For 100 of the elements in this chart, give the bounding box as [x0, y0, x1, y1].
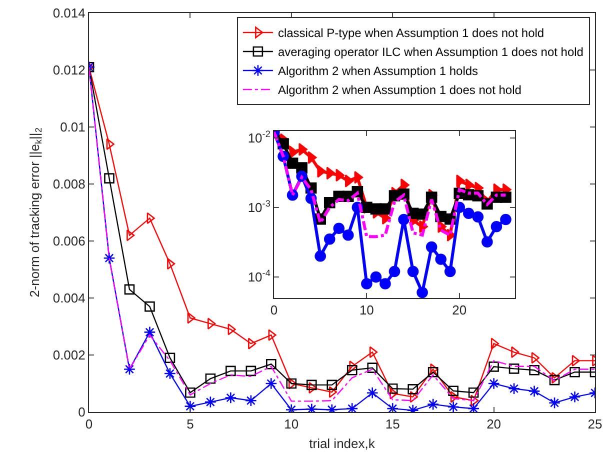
- point: [346, 364, 358, 376]
- x-tick-label: 20: [452, 302, 467, 318]
- point: [463, 208, 474, 220]
- point: [314, 250, 326, 262]
- point: [308, 151, 317, 164]
- point: [333, 222, 345, 234]
- y-tick-label: 0.008: [52, 176, 86, 192]
- point: [346, 402, 358, 412]
- x-tick-label: 20: [486, 416, 502, 432]
- point: [428, 366, 438, 378]
- point: [354, 170, 364, 184]
- point: [386, 402, 399, 412]
- point: [380, 278, 391, 290]
- point: [185, 387, 196, 398]
- point: [426, 241, 438, 253]
- point: [204, 396, 216, 408]
- point: [144, 301, 155, 312]
- point: [468, 402, 480, 412]
- point: [549, 374, 560, 386]
- y-tick-label: 0: [78, 404, 86, 420]
- point: [265, 377, 278, 390]
- point: [336, 168, 345, 182]
- point: [326, 166, 336, 180]
- point: [490, 338, 499, 350]
- point: [103, 252, 116, 264]
- point: [208, 318, 216, 330]
- x-tick-label: 5: [186, 416, 194, 432]
- point: [184, 400, 196, 412]
- point: [124, 284, 135, 295]
- point: [390, 388, 398, 400]
- y-tick-label: 0.004: [52, 290, 86, 306]
- point: [468, 387, 479, 398]
- point: [228, 324, 236, 336]
- point: [427, 398, 440, 410]
- point: [226, 366, 236, 376]
- point: [444, 266, 456, 278]
- point: [370, 271, 382, 283]
- legend-label: averaging operator ILC when Assumption 1 does not hold: [278, 45, 584, 60]
- point: [324, 233, 336, 245]
- x-tick-label: 25: [588, 416, 602, 432]
- point: [570, 366, 580, 378]
- y-tick-label: 0.014: [52, 6, 86, 21]
- point: [248, 338, 256, 350]
- point: [123, 363, 136, 376]
- point: [164, 352, 176, 363]
- point: [268, 329, 276, 341]
- point: [328, 386, 338, 398]
- point: [387, 383, 398, 394]
- point: [144, 326, 156, 338]
- point: [205, 374, 216, 384]
- point: [398, 214, 410, 226]
- point: [568, 390, 581, 403]
- point: [529, 364, 540, 376]
- y-tick-label: 10$^{-2}$: [248, 128, 270, 146]
- point: [500, 214, 512, 226]
- point: [472, 211, 484, 223]
- point: [246, 366, 256, 376]
- point: [456, 174, 466, 188]
- legend-label: Algorithm 2 when Assumption 1 holds: [278, 64, 478, 78]
- point: [306, 380, 317, 390]
- point: [289, 146, 298, 159]
- point: [531, 352, 540, 364]
- point: [447, 400, 460, 412]
- point: [367, 362, 378, 373]
- point: [408, 384, 418, 394]
- y-tick-label: 0.012: [52, 62, 86, 78]
- point: [448, 386, 458, 396]
- point: [224, 392, 237, 404]
- y-tick-label: 0.002: [52, 348, 86, 363]
- point: [164, 367, 176, 380]
- point: [266, 358, 276, 370]
- point: [106, 138, 114, 150]
- point: [410, 391, 418, 403]
- point: [407, 266, 419, 278]
- y-tick-label: 10$^{-3}$: [248, 198, 270, 215]
- point: [369, 346, 378, 358]
- point: [361, 278, 372, 290]
- point: [326, 380, 338, 390]
- point: [435, 254, 446, 265]
- legend-label: classical P-type when Assumption 1 does not hold: [278, 26, 544, 40]
- x-axis-title: trial index,k: [309, 436, 376, 452]
- point: [187, 312, 196, 324]
- point: [508, 382, 520, 395]
- x-tick-label: 15: [385, 416, 400, 432]
- point: [286, 378, 297, 389]
- point: [388, 266, 400, 278]
- point: [349, 360, 358, 372]
- point: [342, 229, 354, 241]
- x-tick-label: 10: [359, 302, 374, 318]
- point: [470, 394, 479, 406]
- x-tick-label: 10: [284, 416, 299, 432]
- point: [488, 362, 499, 372]
- point: [508, 364, 520, 374]
- point: [104, 173, 114, 184]
- point: [366, 386, 378, 399]
- point: [380, 203, 391, 215]
- point: [488, 377, 500, 390]
- point: [450, 391, 458, 403]
- point: [528, 385, 540, 398]
- point: [490, 220, 502, 232]
